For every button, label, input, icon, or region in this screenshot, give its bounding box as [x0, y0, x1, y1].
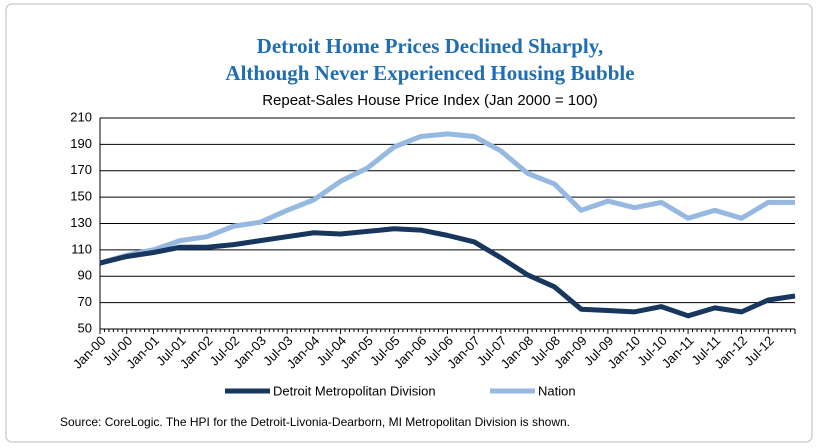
- source-note: Source: CoreLogic. The HPI for the Detro…: [60, 415, 570, 429]
- y-tick-label: 150: [70, 189, 92, 204]
- y-tick-label: 90: [78, 268, 92, 283]
- series-line: [99, 131, 795, 266]
- y-tick-label: 170: [70, 162, 92, 177]
- y-tick-label: 70: [78, 294, 92, 309]
- y-tick-label: 110: [71, 241, 92, 256]
- chart-title: Detroit Home Prices Declined Sharply,: [257, 34, 604, 58]
- legend-label: Detroit Metropolitan Division: [273, 383, 436, 398]
- y-tick-label: 210: [70, 109, 92, 124]
- x-tick-label: Jul-12: [741, 333, 777, 369]
- legend-label: Nation: [538, 383, 576, 398]
- chart-title-line2: Although Never Experienced Housing Bubbl…: [225, 61, 634, 85]
- x-tick-label: Jan-00: [70, 333, 109, 372]
- series-line: [99, 226, 796, 319]
- y-tick-label: 190: [70, 136, 92, 151]
- frame: [5, 3, 813, 443]
- y-tick-label: 50: [78, 320, 92, 335]
- chart-subtitle: Repeat-Sales House Price Index (Jan 2000…: [262, 92, 598, 109]
- y-tick-label: 130: [70, 215, 92, 230]
